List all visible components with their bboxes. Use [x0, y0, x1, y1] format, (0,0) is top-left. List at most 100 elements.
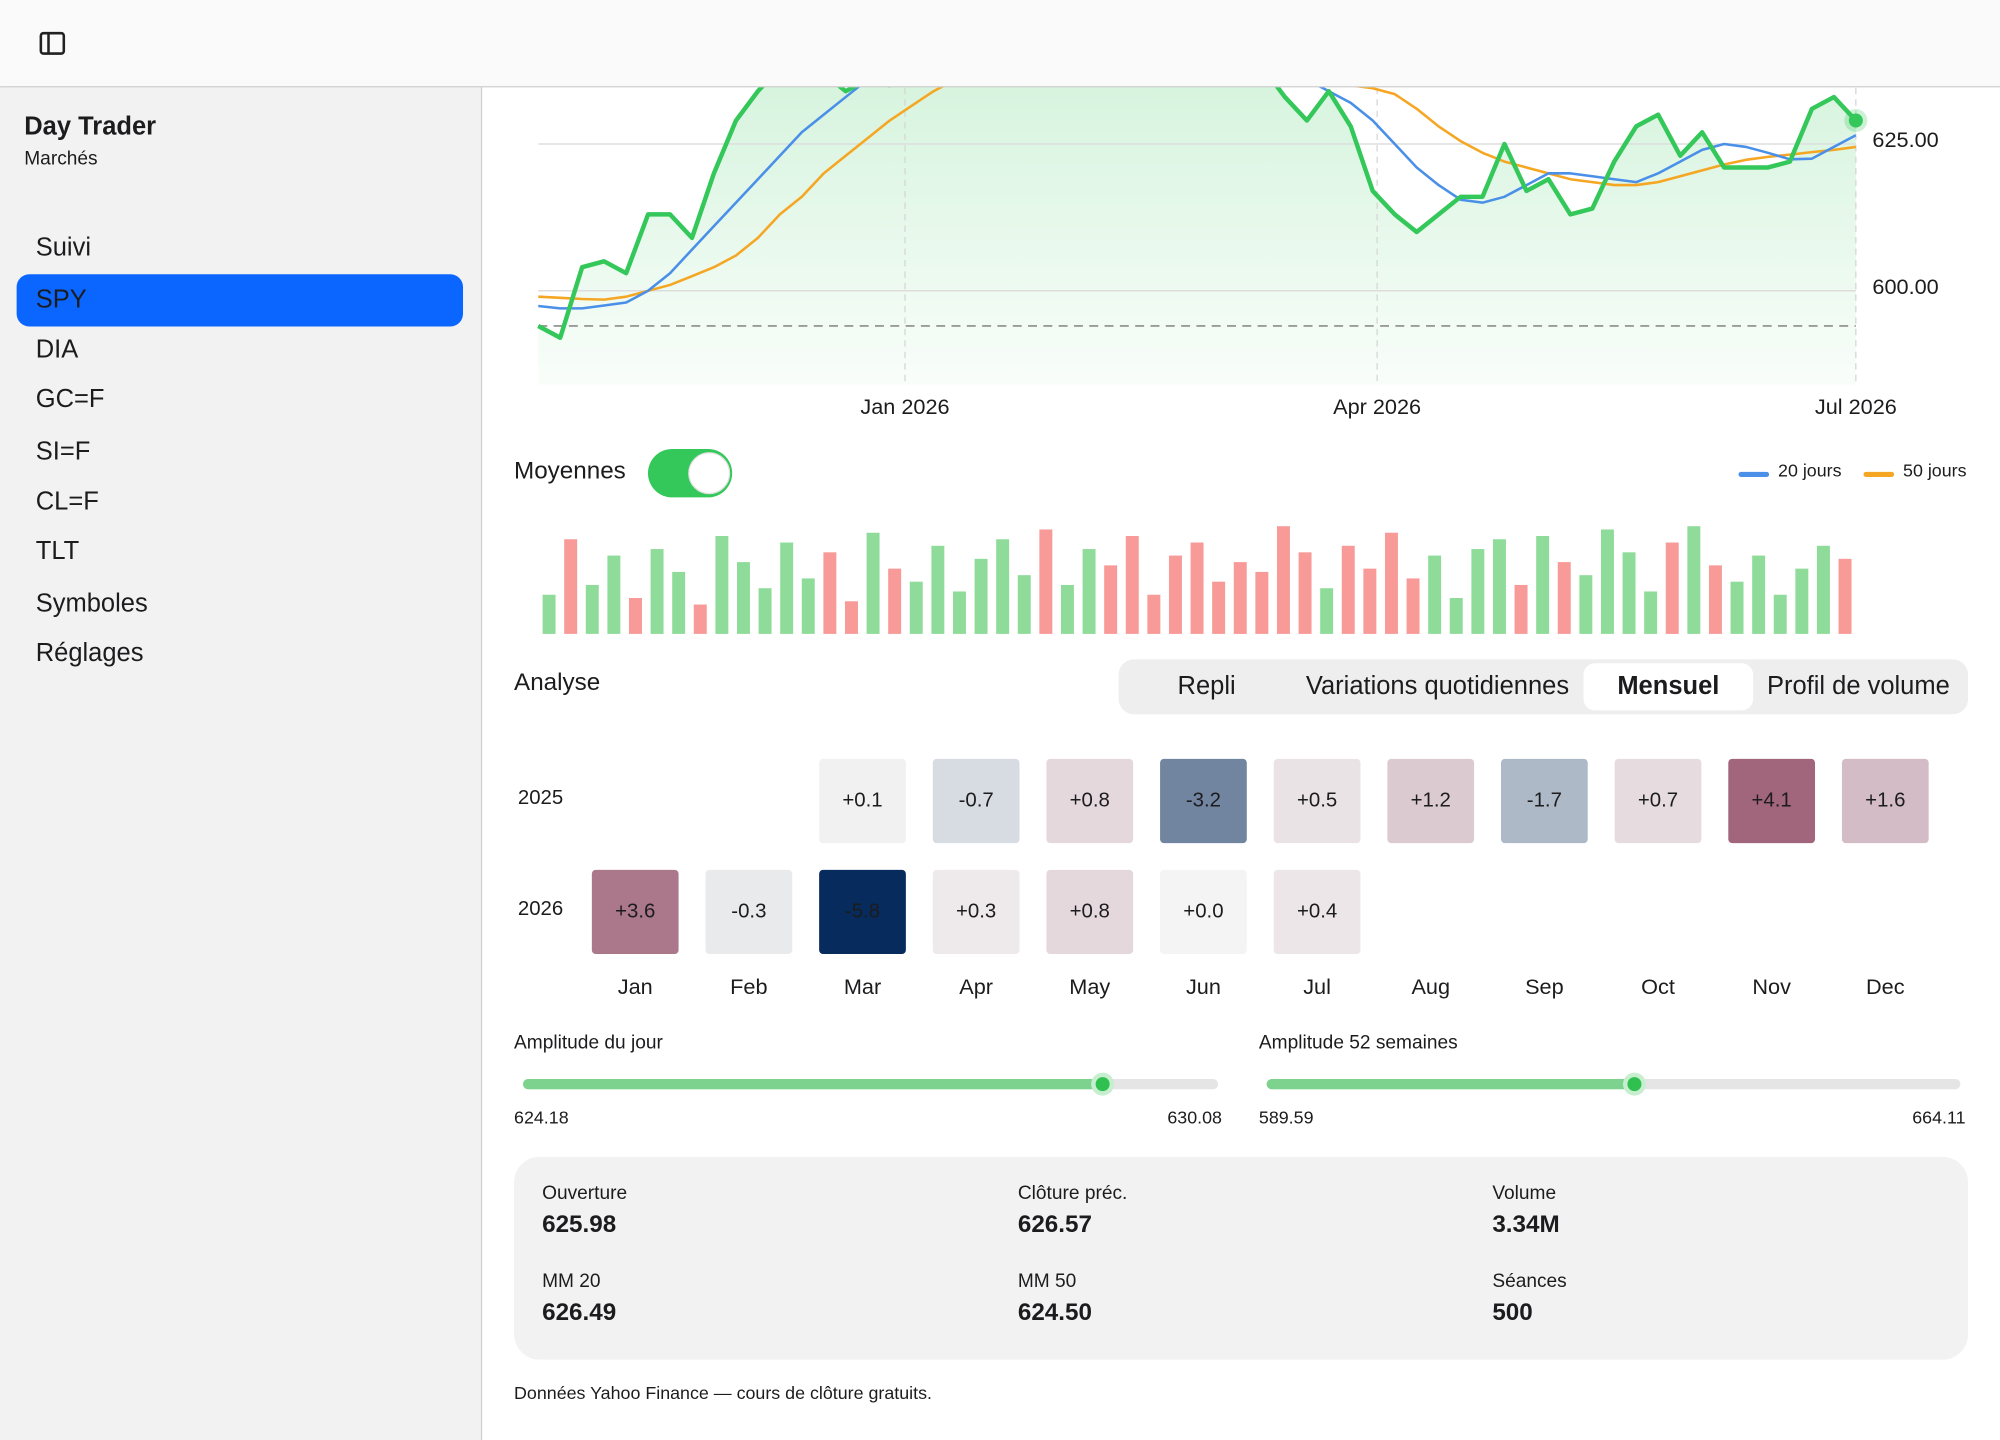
y-tick-label: 600.00 — [1872, 274, 1938, 299]
heatmap-label: +0.8 — [1070, 900, 1110, 922]
heatmap-label: -0.7 — [959, 789, 994, 811]
nav-item[interactable]: SPY — [36, 286, 87, 314]
heatmap-cell — [1841, 758, 1929, 844]
range-high: 630.08 — [1167, 1107, 1222, 1127]
heatmap-cell — [1614, 758, 1702, 844]
month-label: Jan — [618, 974, 653, 999]
heatmap-cell — [1160, 869, 1247, 955]
range-low: 624.18 — [514, 1107, 569, 1127]
heatmap-label: +0.7 — [1638, 789, 1678, 811]
volume-bar — [1816, 545, 1830, 634]
volume-bar — [1212, 581, 1226, 634]
heatmap-label: -5.8 — [845, 900, 880, 922]
stats-panel — [514, 1156, 1969, 1360]
nav-item-active-bg[interactable] — [16, 274, 464, 327]
top-bar — [0, 0, 2000, 87]
volume-bar — [1147, 594, 1161, 634]
stat-label: Ouverture — [542, 1183, 627, 1204]
tab-bar — [1118, 659, 1969, 715]
volume-bar — [1125, 535, 1139, 634]
month-label: Oct — [1641, 974, 1675, 999]
footnote: Données Yahoo Finance — cours de clôture… — [514, 1383, 932, 1403]
legend-label: 20 jours — [1778, 461, 1842, 481]
nav-item[interactable]: DIA — [36, 335, 79, 363]
volume-bar — [888, 568, 902, 634]
tab[interactable]: Variations quotidiennes — [1306, 672, 1569, 700]
heatmap-cell — [1728, 758, 1816, 844]
stat-label: Volume — [1492, 1183, 1556, 1204]
volume-bar — [542, 594, 556, 634]
range-fill — [1266, 1079, 1635, 1090]
range-knob — [1627, 1077, 1642, 1092]
volume-bar — [1082, 549, 1096, 634]
volume-bar — [931, 545, 945, 634]
heatmap-cell — [932, 869, 1020, 955]
main-content: 600.00 625.00 Jan 2026 Apr 2026 Jul 2026 Moye… — [514, 0, 1969, 1403]
volume-bar — [1730, 581, 1744, 634]
stat-label: Séances — [1492, 1271, 1566, 1292]
nav-item[interactable]: GC=F — [36, 385, 105, 413]
volume-bar — [1514, 584, 1528, 634]
heatmap-label: +0.8 — [1070, 789, 1110, 811]
month-label: Apr — [959, 974, 993, 999]
volume-bar — [1449, 598, 1463, 634]
volume-bar — [1687, 526, 1701, 634]
volume-bar — [1579, 575, 1593, 634]
volume-bar — [996, 539, 1010, 634]
volume-bar — [823, 552, 837, 634]
volume-bar — [628, 598, 642, 634]
averages-label: Moyennes — [514, 457, 626, 484]
year-label: 2025 — [518, 787, 563, 809]
stat-label: MM 50 — [1018, 1271, 1076, 1292]
volume-bar — [1168, 555, 1182, 634]
nav-item[interactable]: Suivi — [36, 233, 91, 261]
volume-bar — [952, 591, 966, 634]
volume-bar — [1060, 584, 1074, 634]
volume-bar — [1190, 542, 1204, 634]
heatmap-cell — [819, 869, 906, 955]
volume-bar — [607, 555, 621, 634]
month-label: Sep — [1525, 974, 1564, 999]
heatmap-label: +0.5 — [1297, 789, 1337, 811]
volume-bar — [974, 558, 988, 634]
stat-label: MM 20 — [542, 1271, 600, 1292]
volume-bar — [1276, 526, 1290, 634]
last-price-dot — [1848, 113, 1863, 128]
analysis-title: Analyse — [514, 669, 600, 696]
sidebar-content: Day Trader Marchés Suivi SPY DIA GC=F SI=F CL… — [16, 112, 464, 667]
volume-bar — [693, 604, 707, 634]
nav-item[interactable]: CL=F — [36, 487, 99, 515]
tab[interactable]: Mensuel — [1617, 672, 1719, 700]
y-tick-label: 625.00 — [1872, 127, 1938, 152]
tab[interactable]: Profil de volume — [1767, 672, 1950, 700]
volume-bar — [1838, 558, 1852, 634]
tab[interactable]: Repli — [1178, 672, 1236, 700]
toggle-icon[interactable] — [39, 31, 66, 55]
range-high: 664.11 — [1912, 1107, 1965, 1127]
range-label: Amplitude du jour — [514, 1032, 663, 1053]
tab-active-bg[interactable] — [1583, 663, 1754, 711]
heatmap-cell — [1501, 758, 1588, 844]
x-tick-label: Jan 2026 — [860, 394, 949, 419]
volume-bar — [780, 542, 794, 634]
range-label: Amplitude 52 semaines — [1259, 1032, 1458, 1053]
nav-item[interactable]: TLT — [36, 537, 79, 565]
heatmap-cell — [591, 869, 679, 955]
month-label: Jun — [1186, 974, 1221, 999]
averages-switch-knob[interactable] — [688, 452, 731, 495]
volume-bar — [758, 588, 772, 634]
volume-bar — [564, 539, 578, 634]
month-label: Dec — [1866, 974, 1905, 999]
stat-value: 3.34M — [1492, 1211, 1559, 1238]
sidebar-toggle[interactable] — [39, 31, 66, 55]
x-tick-label: Apr 2026 — [1333, 394, 1421, 419]
nav-item[interactable]: SI=F — [36, 438, 91, 466]
nav-item[interactable]: Symboles — [36, 589, 148, 617]
volume-bar — [1471, 549, 1485, 634]
volume-bar — [1104, 565, 1118, 634]
heatmap-label: +1.6 — [1865, 789, 1905, 811]
month-label: Aug — [1411, 974, 1450, 999]
nav-item[interactable]: Réglages — [36, 639, 144, 667]
month-label: Feb — [730, 974, 767, 999]
